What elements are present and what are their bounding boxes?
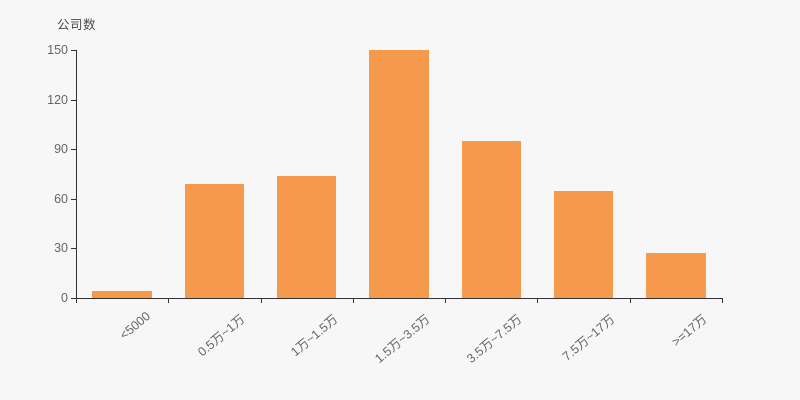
x-axis-tick-mark [445,298,447,303]
bar [461,140,522,298]
y-axis-tick-mark [71,50,76,51]
x-axis-tick-mark [722,298,723,303]
y-axis-tick-mark [71,248,76,250]
x-axis-tick-label: 3.5万~7.5万 [464,312,525,366]
y-axis-tick-mark [71,149,76,151]
bar [369,50,429,298]
y-axis-tick-label: 150 [47,43,68,57]
x-axis-tick-label: <5000 [117,309,154,343]
y-axis-tick-label: 60 [54,191,68,206]
y-axis-tick-label: 0 [61,291,68,305]
x-axis-line [76,298,723,299]
x-axis-tick-label: 1.5万~3.5万 [372,312,433,366]
bar [646,253,706,298]
bar [276,175,337,298]
y-axis-ticks: 0 30 60 90 120 150 [0,43,76,305]
bar [553,190,614,298]
x-axis-tick-mark [260,298,262,303]
x-axis-tick-label: 0.5万~1万 [195,312,248,360]
y-axis-line [76,50,77,299]
x-axis-tick-label: 1万~1.5万 [287,312,341,360]
y-axis-tick-label: 90 [54,142,68,157]
x-axis-tick-label: 7.5万~17万 [559,312,618,364]
x-axis-tick-mark [168,298,170,303]
y-axis-tick-mark [71,198,76,200]
x-axis-tick-mark [76,298,77,303]
x-axis-tick-mark [629,298,631,303]
y-axis-tick-label: 30 [54,241,68,256]
y-axis-tick-mark [71,99,76,101]
bar [184,183,245,298]
y-axis-tick-mark [71,298,76,299]
x-axis-tick-mark [537,298,539,303]
plot-area [76,50,722,298]
x-axis-tick-mark [352,298,354,303]
x-axis-tick-label: >=17万 [668,312,710,350]
chart-title: 公司数 [57,18,97,32]
y-axis-tick-label: 120 [47,92,68,107]
x-axis-ticks: <5000 0.5万~1万 1万~1.5万 1.5万~3.5万 3.5万~7.5万 7.5… [76,298,723,398]
bar [92,291,152,298]
